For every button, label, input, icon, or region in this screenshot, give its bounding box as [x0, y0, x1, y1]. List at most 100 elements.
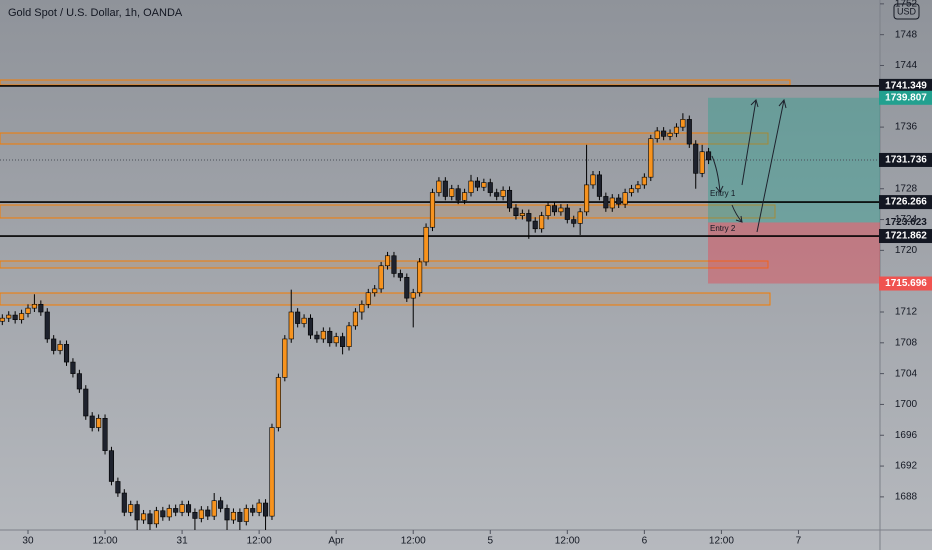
candle-body — [12, 314, 18, 320]
candle-body — [622, 192, 628, 205]
candle-body — [436, 180, 442, 193]
y-tick-label: 1720 — [895, 245, 918, 256]
arrow — [731, 204, 743, 223]
price-label: 1726.266 — [885, 197, 927, 208]
candle-body — [192, 511, 198, 519]
zone — [0, 79, 791, 86]
currency-label[interactable]: USD — [897, 6, 917, 16]
y-tick-label: 1736 — [895, 122, 918, 133]
candle-body — [462, 192, 468, 201]
candle-body — [128, 504, 134, 513]
price-label: 1739.807 — [885, 92, 927, 103]
candle-body — [609, 197, 615, 209]
candle-body — [417, 261, 423, 294]
candle-body — [384, 255, 391, 267]
candle-body — [76, 373, 82, 390]
price-label: 1723.623 — [885, 217, 927, 228]
candle-body — [307, 317, 314, 336]
candle-body — [83, 388, 89, 417]
candle-body — [173, 508, 179, 513]
candle-body — [603, 196, 609, 209]
price-label: 1731.736 — [885, 155, 927, 166]
y-tick-label: 1748 — [895, 29, 918, 40]
y-tick-label: 1704 — [895, 368, 918, 379]
candle-body — [641, 176, 647, 186]
profit-zone — [708, 97, 880, 223]
candle-body — [506, 189, 513, 209]
candle-body — [275, 377, 281, 428]
candle-body — [250, 508, 256, 513]
price-label-box — [879, 78, 932, 93]
candle-body — [513, 207, 519, 216]
candle-body — [346, 325, 352, 347]
candle-body — [25, 307, 31, 314]
candle-body — [134, 504, 140, 521]
candle-body — [410, 292, 416, 299]
candle-body — [474, 180, 480, 188]
arrow — [741, 99, 757, 186]
candle-body — [288, 311, 294, 340]
candle-body — [179, 504, 185, 513]
candle-body — [57, 344, 63, 351]
price-label-box — [879, 276, 932, 291]
candle-body — [166, 508, 172, 518]
candle-body — [96, 417, 102, 428]
candle-body — [121, 492, 127, 513]
arrow — [756, 99, 785, 233]
candle-body — [301, 317, 307, 324]
zone — [0, 132, 769, 145]
candle-body — [577, 211, 583, 224]
price-label: 1741.349 — [885, 81, 927, 92]
drawings — [0, 79, 791, 306]
candle-body — [147, 513, 153, 525]
candle-body — [686, 119, 692, 145]
x-tick-label: 12:00 — [93, 536, 118, 547]
x-tick-label: 12:00 — [401, 536, 426, 547]
zone — [0, 204, 776, 219]
candle-body — [564, 207, 570, 220]
candle-body — [532, 220, 538, 230]
candle-body — [429, 192, 436, 228]
annotation: Entry 2 — [710, 224, 736, 233]
candle-body — [263, 502, 269, 517]
candle-body — [551, 205, 558, 213]
candle-body — [160, 510, 166, 518]
zone — [0, 292, 771, 306]
candle-body — [320, 330, 326, 340]
candle-body — [6, 314, 12, 319]
candle-body — [44, 311, 50, 340]
x-tick-label: Apr — [328, 536, 344, 547]
candle-body — [237, 511, 243, 522]
x-tick-label: 12:00 — [709, 536, 734, 547]
candle-body — [269, 427, 275, 517]
candle-body — [314, 334, 320, 340]
currency-button[interactable] — [893, 3, 920, 20]
candle-body — [494, 192, 500, 197]
candle-body — [115, 481, 121, 494]
y-tick-label: 1724 — [895, 214, 918, 225]
candle-body — [596, 174, 602, 197]
candle-body — [667, 132, 673, 137]
candle-body — [397, 273, 403, 278]
candle-body — [365, 292, 371, 305]
candle-body — [526, 213, 532, 222]
candle-body — [648, 138, 654, 178]
y-tick-label: 1728 — [895, 183, 918, 194]
candle-body — [590, 174, 596, 186]
arrow — [711, 155, 721, 193]
y-tick-label: 1696 — [895, 430, 918, 441]
candle-body — [63, 344, 70, 363]
candle-body — [616, 197, 622, 205]
price-label-box — [879, 152, 932, 167]
candle-body — [635, 184, 641, 190]
y-tick-label: 1752 — [895, 0, 918, 9]
arrow-head — [735, 215, 743, 223]
candle-body — [673, 126, 680, 134]
x-tick-label: 12:00 — [247, 536, 272, 547]
plot-area — [0, 85, 880, 530]
arrow-head — [778, 98, 787, 109]
candle-body — [340, 336, 346, 347]
